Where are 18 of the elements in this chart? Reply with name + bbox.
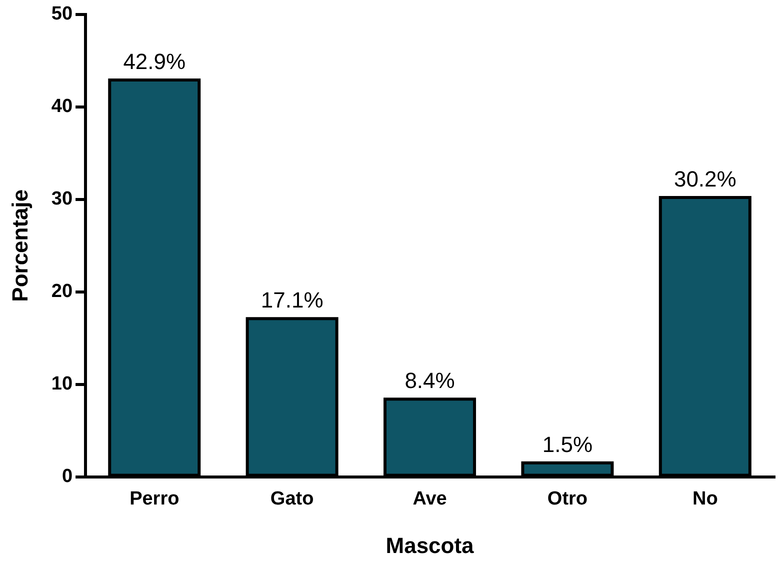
y-tick-label: 50	[51, 4, 73, 25]
y-axis-title: Porcentaje	[7, 189, 32, 302]
y-tick-label: 20	[51, 281, 73, 302]
data-label: 42.9%	[123, 49, 186, 74]
y-tick-label: 30	[51, 188, 73, 210]
data-label: 17.1%	[260, 288, 324, 313]
data-label: 8.4%	[404, 368, 455, 394]
y-tick-label: 10	[51, 374, 73, 395]
x-tick-label: Otro	[547, 488, 588, 510]
x-tick-label: Gato	[270, 488, 314, 510]
y-tick-label: 40	[51, 96, 73, 118]
x-tick-label: Perro	[130, 488, 180, 510]
x-tick-label: No	[692, 488, 718, 510]
x-tick-label: Ave	[412, 488, 447, 510]
data-label: 1.5%	[542, 432, 593, 457]
y-tick-label: 0	[62, 466, 73, 488]
data-label: 30.2%	[674, 166, 736, 192]
x-axis-title: Mascota	[386, 532, 475, 558]
